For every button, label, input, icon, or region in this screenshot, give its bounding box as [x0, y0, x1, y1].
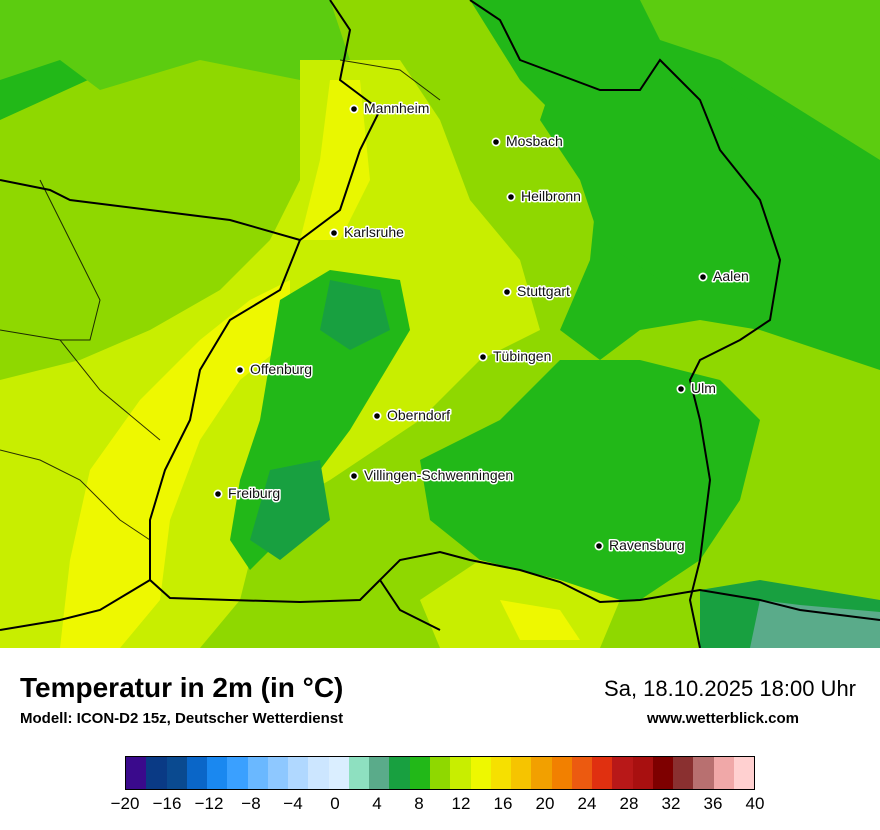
city-marker: Mannheim [349, 99, 431, 118]
colorbar-segment [612, 757, 633, 789]
colorbar-segment [632, 757, 653, 789]
colorbar-segment [186, 757, 208, 789]
colorbar-tick-label: −16 [152, 794, 182, 813]
city-marker: Oberndorf [372, 406, 452, 425]
city-dot [493, 139, 499, 145]
colorbar-segment [308, 757, 329, 789]
colorbar-segment [673, 757, 694, 789]
colorbar-segment [146, 757, 167, 789]
city-marker: Offenburg [235, 360, 314, 379]
website-link[interactable]: www.wetterblick.com [647, 710, 799, 727]
colorbar-segment [288, 757, 309, 789]
city-dot [374, 413, 380, 419]
city-dot [596, 543, 602, 549]
colorbar-segment [490, 757, 512, 789]
colorbar-segment [470, 757, 491, 789]
city-label: Tübingen [493, 348, 551, 364]
city-label: Villingen-Schwenningen [364, 467, 513, 483]
colorbar-segment [713, 757, 734, 789]
colorbar-tick-label: −12 [194, 794, 224, 813]
colorbar-segment [429, 757, 451, 789]
city-dot [351, 473, 357, 479]
city-label: Ulm [691, 380, 716, 396]
city-marker: Aalen [698, 267, 750, 286]
city-dot [700, 274, 706, 280]
city-label: Freiburg [228, 485, 280, 501]
map-footer: Temperatur in 2m (in °C) Modell: ICON-D2… [0, 648, 880, 830]
city-marker: Mosbach [491, 132, 564, 151]
city-dot [351, 106, 357, 112]
colorbar-tick-label: 12 [451, 794, 471, 813]
model-info: Modell: ICON-D2 15z, Deutscher Wetterdie… [20, 710, 344, 727]
colorbar-tick-label: −20 [110, 794, 140, 813]
city-marker: Karlsruhe [329, 223, 406, 242]
city-dot [678, 386, 684, 392]
colorbar-segment [733, 757, 755, 789]
colorbar-segment [450, 757, 471, 789]
city-label: Heilbronn [521, 188, 581, 204]
city-label: Mannheim [364, 100, 429, 116]
map-title: Temperatur in 2m (in °C) [20, 672, 344, 703]
city-label: Ravensburg [609, 537, 685, 553]
colorbar-ticks: −20 −16 −12 −8 −4 0 4 8 12 16 20 24 28 32 36 40 [0, 794, 880, 816]
colorbar-segment [328, 757, 349, 789]
city-label: Stuttgart [517, 283, 570, 299]
temperature-map: Mannheim Mosbach Heilbronn Karlsruhe Aalen St… [0, 0, 880, 648]
colorbar-segment [247, 757, 268, 789]
colorbar-segment [409, 757, 430, 789]
city-label: Mosbach [506, 133, 563, 149]
city-marker: Tübingen [478, 347, 553, 366]
city-dot [508, 194, 514, 200]
city-label: Offenburg [250, 361, 312, 377]
city-label: Oberndorf [387, 407, 450, 423]
colorbar-tick-label: −8 [241, 794, 261, 813]
colorbar-tick-label: 0 [330, 794, 340, 813]
colorbar-tick-label: 32 [661, 794, 681, 813]
colorbar-segment [348, 757, 370, 789]
colorbar-segment [652, 757, 674, 789]
colorbar-segment [592, 757, 613, 789]
colorbar-segment [207, 757, 228, 789]
city-marker: Villingen-Schwenningen [349, 466, 515, 485]
colorbar-tick-label: 16 [493, 794, 513, 813]
forecast-datetime: Sa, 18.10.2025 18:00 Uhr [604, 676, 856, 701]
city-marker: Freiburg [213, 484, 282, 503]
colorbar-tick-label: 40 [745, 794, 765, 813]
temperature-colorbar [125, 756, 755, 790]
city-marker: Ravensburg [594, 536, 686, 555]
city-marker: Ulm [676, 379, 717, 398]
colorbar-tick-label: 4 [372, 794, 382, 813]
colorbar-tick-label: 24 [577, 794, 597, 813]
colorbar-segment [166, 757, 187, 789]
city-marker: Heilbronn [506, 187, 582, 206]
city-dot [331, 230, 337, 236]
city-label: Karlsruhe [344, 224, 404, 240]
city-dot [504, 289, 510, 295]
city-marker: Stuttgart [502, 282, 572, 301]
colorbar-segment [693, 757, 714, 789]
colorbar-tick-label: −4 [283, 794, 303, 813]
colorbar-segment [389, 757, 410, 789]
colorbar-segment [126, 757, 147, 789]
colorbar-tick-label: 8 [414, 794, 424, 813]
city-dot [237, 367, 243, 373]
colorbar-tick-label: 28 [619, 794, 639, 813]
city-dot [480, 354, 486, 360]
colorbar-segment [551, 757, 572, 789]
colorbar-segment [531, 757, 552, 789]
colorbar-segment [227, 757, 248, 789]
city-label: Aalen [713, 268, 749, 284]
city-dot [215, 491, 221, 497]
colorbar-segment [369, 757, 390, 789]
colorbar-segment [571, 757, 593, 789]
colorbar-tick-label: 20 [535, 794, 555, 813]
colorbar-segment [511, 757, 532, 789]
colorbar-tick-label: 36 [703, 794, 723, 813]
colorbar-segment [267, 757, 289, 789]
